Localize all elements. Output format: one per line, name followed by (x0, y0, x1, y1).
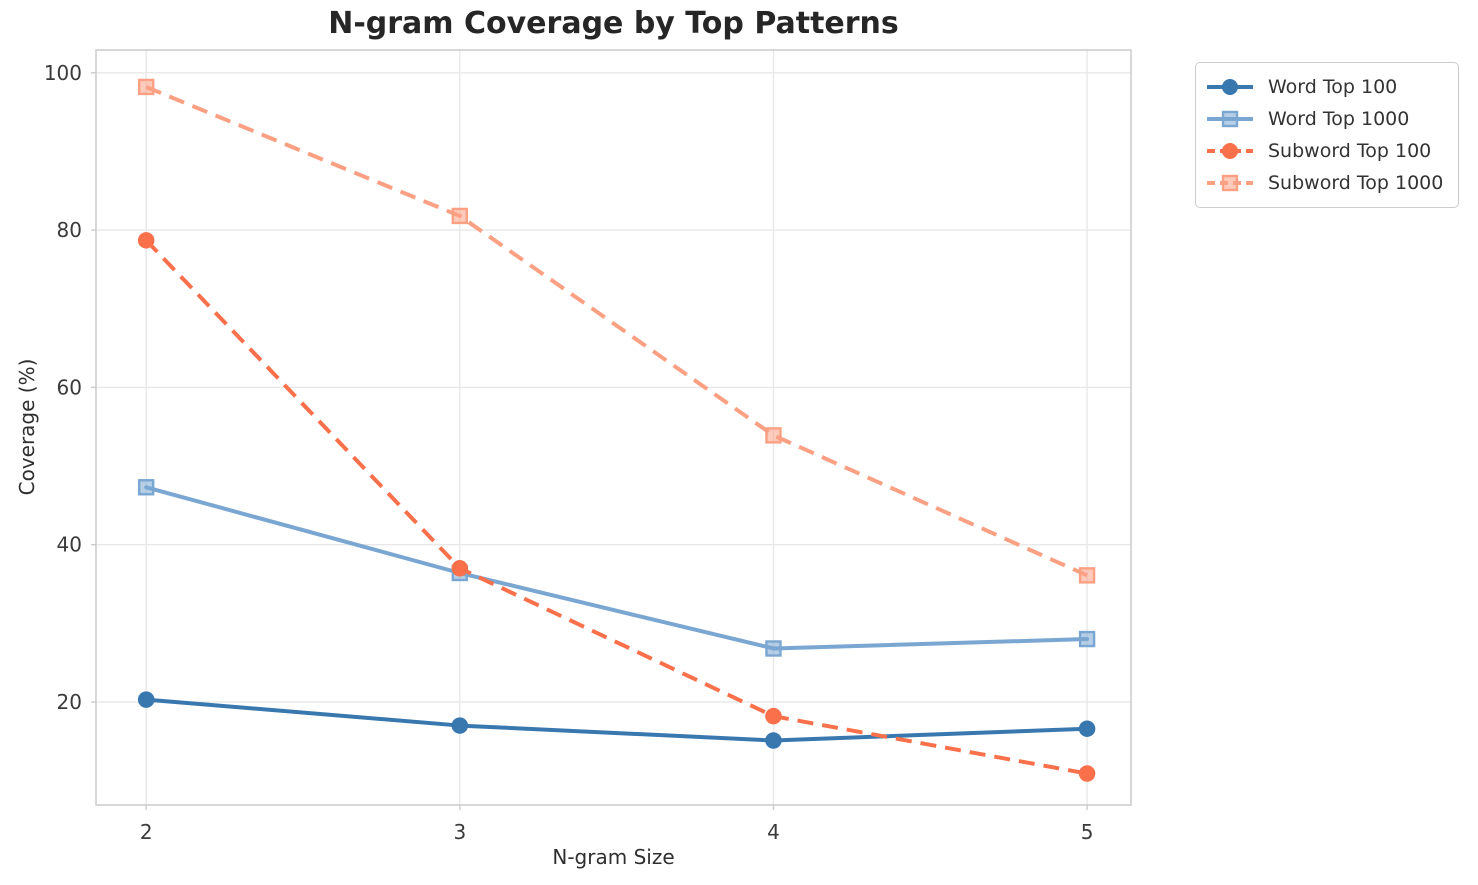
legend-item-word-top-100: Word Top 100 (1206, 72, 1446, 102)
series-line-word-top-1000 (144, 485, 1090, 651)
marker-word-top-100 (137, 691, 155, 708)
legend-item-subword-top-100: Subword Top 100 (1206, 136, 1446, 166)
series-line-subword-top-100 (144, 238, 1088, 776)
chart-title: N-gram Coverage by Top Patterns (328, 6, 899, 41)
y-tick-label: 40 (57, 533, 82, 557)
legend-label: Word Top 100 (1268, 76, 1398, 98)
circle-marker-icon (1222, 143, 1238, 159)
x-axis-label: N-gram Size (552, 845, 675, 869)
x-tick-label: 5 (1081, 820, 1094, 844)
marker-subword-top-1000 (765, 427, 782, 444)
legend-sample-subword-top-1000 (1207, 174, 1253, 192)
y-axis-label: Coverage (%) (15, 358, 39, 496)
legend-label: Subword Top 1000 (1268, 172, 1444, 194)
x-tick-label: 2 (140, 820, 153, 844)
plot-border (95, 49, 1132, 806)
x-tick-label: 4 (767, 820, 780, 844)
legend-sample-word-top-1000 (1207, 110, 1253, 128)
marker-word-top-100 (451, 717, 469, 734)
square-marker-icon (1221, 174, 1239, 192)
y-tick-label: 20 (57, 690, 82, 714)
marker-subword-top-1000 (137, 78, 155, 96)
legend-sample-word-top-100 (1207, 79, 1253, 95)
marker-word-top-100 (765, 732, 782, 749)
series-line-word-top-100 (144, 697, 1090, 743)
legend-label: Word Top 1000 (1268, 108, 1410, 130)
y-tick-label: 60 (57, 375, 82, 399)
square-marker-icon (1221, 110, 1239, 128)
legend-item-word-top-1000: Word Top 1000 (1206, 104, 1446, 134)
marker-subword-top-100 (765, 707, 782, 725)
marker-word-top-1000 (137, 479, 155, 496)
y-tick-label: 80 (57, 218, 82, 242)
legend-item-subword-top-1000: Subword Top 1000 (1206, 168, 1446, 198)
circle-marker-icon (1222, 79, 1238, 95)
marker-word-top-1000 (765, 640, 782, 657)
x-tick-label: 3 (453, 820, 466, 844)
legend-label: Subword Top 100 (1268, 140, 1432, 162)
marker-subword-top-1000 (451, 207, 469, 225)
legend: Word Top 100 Word Top 1000 Subword Top 100… (1195, 62, 1459, 208)
legend-sample-subword-top-100 (1207, 143, 1253, 159)
marker-subword-top-100 (451, 560, 469, 577)
marker-subword-top-1000 (1078, 567, 1096, 584)
marker-word-top-100 (1078, 720, 1096, 737)
series-line-subword-top-1000 (145, 85, 1088, 578)
marker-subword-top-100 (1078, 765, 1096, 782)
marker-subword-top-100 (137, 232, 155, 249)
marker-word-top-1000 (1078, 630, 1096, 648)
y-tick-label: 100 (44, 61, 82, 85)
